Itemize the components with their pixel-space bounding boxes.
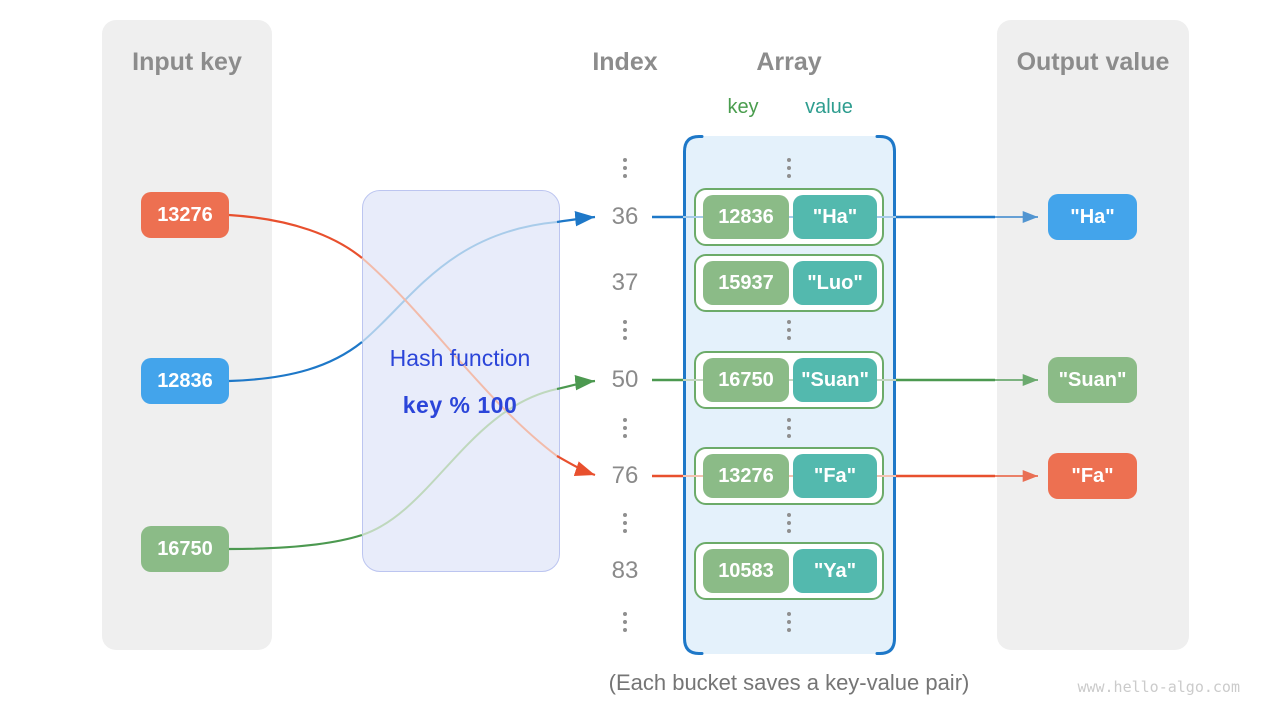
output-value-suan: "Suan" — [1048, 357, 1137, 403]
key-column-label: key — [727, 96, 759, 118]
index-ellipsis — [620, 158, 630, 178]
bucket-key-13276: 13276 — [703, 454, 789, 498]
curve-16750-to-50 — [228, 374, 596, 551]
output-value-panel: Output value — [997, 20, 1189, 650]
index-ellipsis — [620, 320, 630, 340]
output-value-title: Output value — [1016, 48, 1170, 76]
bucket-key-10583: 10583 — [703, 549, 789, 593]
hash-function-label: Hash function — [389, 345, 531, 371]
input-key-12836: 12836 — [141, 358, 229, 404]
array-ellipsis — [784, 158, 794, 178]
curve-12836-to-36 — [228, 210, 596, 383]
bucket-key-15937: 15937 — [703, 261, 789, 305]
input-key-13276: 13276 — [141, 192, 229, 238]
output-value-ha: "Ha" — [1048, 194, 1137, 240]
value-column-label: value — [805, 96, 853, 118]
index-ellipsis — [620, 612, 630, 632]
array-ellipsis — [784, 513, 794, 533]
index-83: 83 — [611, 557, 639, 584]
bucket-value-ha: "Ha" — [793, 195, 877, 239]
bucket-value-suan: "Suan" — [793, 358, 877, 402]
array-ellipsis — [784, 612, 794, 632]
hash-formula-label: key % 100 — [402, 392, 518, 418]
array-ellipsis — [784, 418, 794, 438]
index-36: 36 — [611, 203, 639, 230]
index-50: 50 — [611, 366, 639, 393]
index-ellipsis — [620, 513, 630, 533]
index-column-title: Index — [592, 48, 658, 76]
curve-13276-to-76 — [228, 213, 596, 477]
output-value-fa: "Fa" — [1048, 453, 1137, 499]
bucket-key-16750: 16750 — [703, 358, 789, 402]
bucket-value-ya: "Ya" — [793, 549, 877, 593]
input-key-title: Input key — [132, 48, 242, 76]
bucket-key-12836: 12836 — [703, 195, 789, 239]
watermark: www.hello-algo.com — [1077, 678, 1240, 696]
input-key-16750: 16750 — [141, 526, 229, 572]
bucket-value-fa: "Fa" — [793, 454, 877, 498]
bucket-value-luo: "Luo" — [793, 261, 877, 305]
diagram-caption: (Each bucket saves a key-value pair) — [608, 670, 970, 695]
array-ellipsis — [784, 320, 794, 340]
index-37: 37 — [611, 269, 639, 296]
array-column-title: Array — [756, 48, 822, 76]
index-76: 76 — [611, 462, 639, 489]
index-ellipsis — [620, 418, 630, 438]
array-bracket — [683, 135, 896, 655]
